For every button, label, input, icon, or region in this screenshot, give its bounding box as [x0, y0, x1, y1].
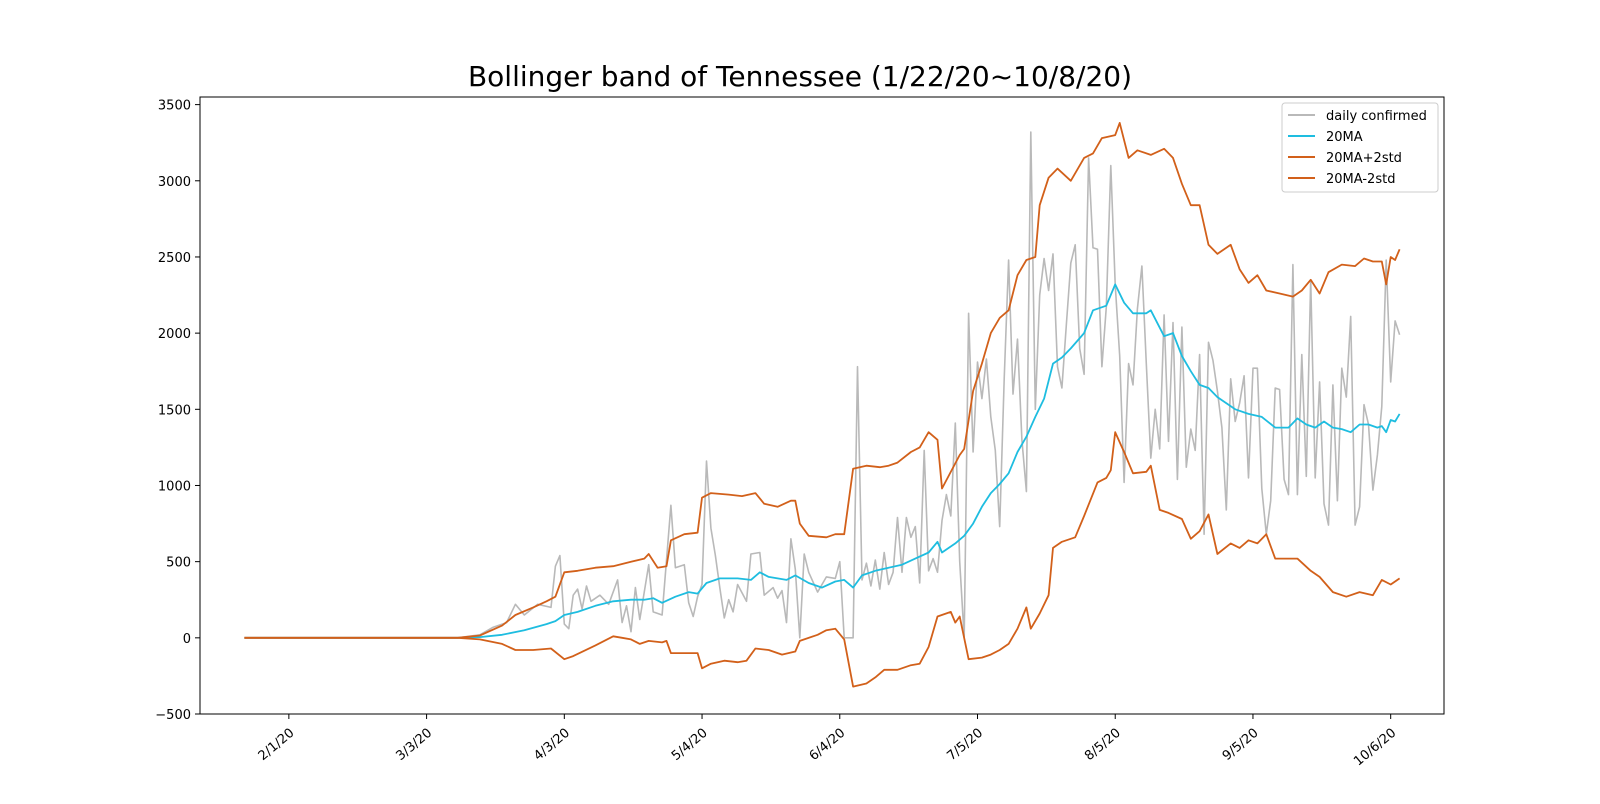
y-tick-label: −500 [155, 708, 191, 723]
x-tick-label: 5/4/20 [669, 726, 711, 764]
legend: daily confirmed 20MA 20MA+2std 20MA-2std [1281, 102, 1439, 193]
x-tick-label: 8/5/20 [1082, 726, 1124, 764]
x-axis: 2/1/20 3/3/20 4/3/20 5/4/20 6/4/20 7/5/20 8/5/… [256, 714, 1399, 770]
legend-label: 20MA+2std [1326, 151, 1402, 166]
lower-band-line [244, 431, 1401, 688]
x-tick-label: 3/3/20 [393, 726, 435, 764]
chart-title: Bollinger band of Tennessee (1/22/20~10/… [467, 60, 1133, 93]
legend-label: 20MA [1326, 130, 1363, 145]
y-tick-label: 0 [183, 632, 191, 647]
axes-border [199, 96, 1445, 715]
x-tick-label: 7/5/20 [944, 726, 986, 764]
y-tick-label: 1000 [158, 479, 191, 494]
upper-band-line [244, 122, 1401, 639]
y-tick-label: 3500 [158, 99, 191, 114]
y-tick-label: 2500 [158, 251, 191, 266]
series-lines [244, 122, 1401, 688]
y-tick-label: 500 [166, 556, 191, 571]
y-tick-label: 1500 [158, 403, 191, 418]
y-tick-label: 3000 [158, 175, 191, 190]
y-axis: −500 0 500 1000 1500 2000 2500 3000 3500 [155, 99, 200, 723]
legend-box [1281, 102, 1439, 193]
legend-label: 20MA-2std [1326, 172, 1395, 187]
x-tick-label: 2/1/20 [256, 726, 298, 764]
axes-frame [199, 96, 1445, 715]
x-tick-label: 10/6/20 [1351, 726, 1399, 770]
daily-confirmed-line [244, 131, 1401, 639]
legend-label: daily confirmed [1326, 109, 1427, 124]
ma20-line [244, 283, 1401, 639]
x-tick-label: 9/5/20 [1220, 726, 1262, 764]
y-tick-label: 2000 [158, 327, 191, 342]
x-tick-label: 6/4/20 [807, 726, 849, 764]
x-tick-label: 4/3/20 [531, 726, 573, 764]
